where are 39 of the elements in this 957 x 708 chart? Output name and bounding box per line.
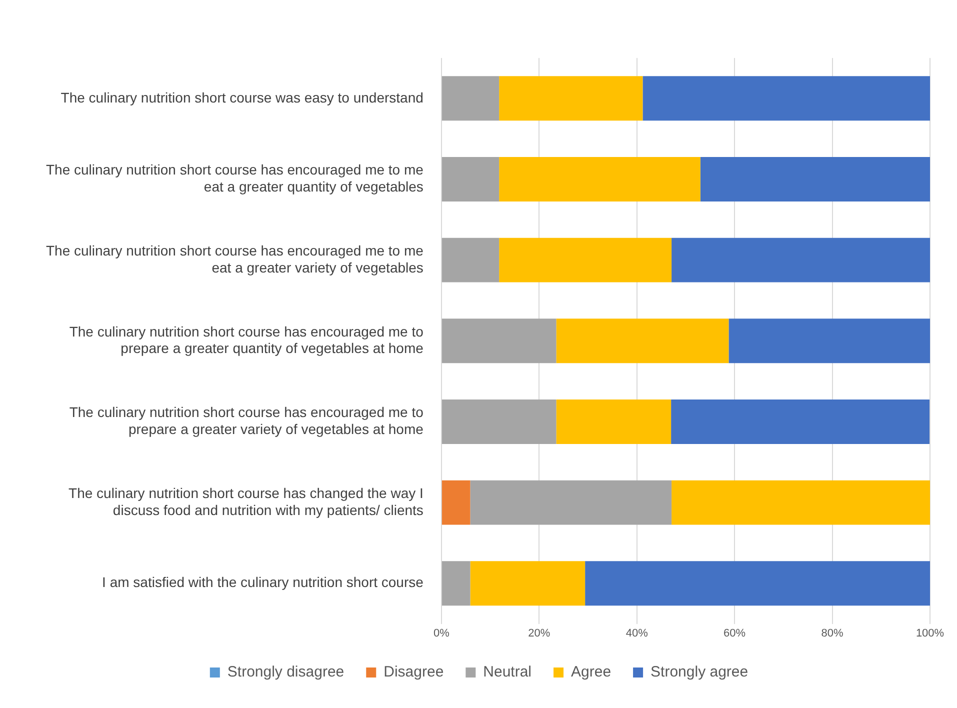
bar — [470, 561, 586, 606]
bar — [470, 480, 672, 525]
bar — [556, 400, 672, 444]
bar — [672, 238, 930, 282]
bar — [442, 400, 556, 444]
bar — [671, 400, 930, 444]
bar — [442, 480, 470, 525]
bar — [556, 318, 729, 364]
bar — [642, 76, 930, 121]
bar — [499, 157, 700, 202]
y-tick-label: The culinary nutrition short course was easy to understand — [60, 89, 424, 106]
bar — [499, 238, 672, 282]
x-tick-label: 60% — [724, 627, 746, 640]
y-tick-label: The culinary nutrition short course has changed the way I discuss food and nutrition with my patients/ clients — [68, 485, 424, 518]
x-tick-label: 40% — [626, 627, 648, 640]
bar — [442, 76, 500, 121]
x-tick-label: 80% — [821, 627, 844, 640]
legend-label: Disagree — [384, 664, 444, 681]
bar — [728, 318, 930, 364]
legend-label: Neutral — [483, 664, 532, 681]
bar — [442, 318, 556, 364]
bar — [700, 157, 930, 202]
bar — [585, 561, 930, 606]
bar — [499, 76, 643, 121]
y-tick-label: I am satisfied with the culinary nutrition short course — [102, 574, 424, 590]
bar — [442, 561, 470, 606]
y-tick-label: The culinary nutrition short course has encouraged me to prepare a greater variety of vegetables at home — [69, 404, 424, 437]
x-tick-label: 100% — [916, 627, 944, 640]
legend-label: Agree — [571, 664, 612, 681]
bar — [442, 238, 500, 282]
legend-label: Strongly agree — [650, 664, 748, 681]
legend-label: Strongly disagree — [227, 664, 344, 681]
y-tick-label: The culinary nutrition short course has encouraged me to me eat a greater variety of vegetables — [46, 242, 424, 276]
y-tick-label: The culinary nutrition short course has encouraged me to me eat a greater quantity of vegetables — [46, 162, 424, 194]
x-tick-label: 0% — [433, 627, 450, 640]
bar — [442, 157, 500, 202]
x-tick-label: 20% — [528, 627, 550, 640]
y-tick-label: The culinary nutrition short course has encouraged me to prepare a greater quantity of vegetables at home — [69, 323, 424, 356]
bar — [672, 480, 930, 525]
